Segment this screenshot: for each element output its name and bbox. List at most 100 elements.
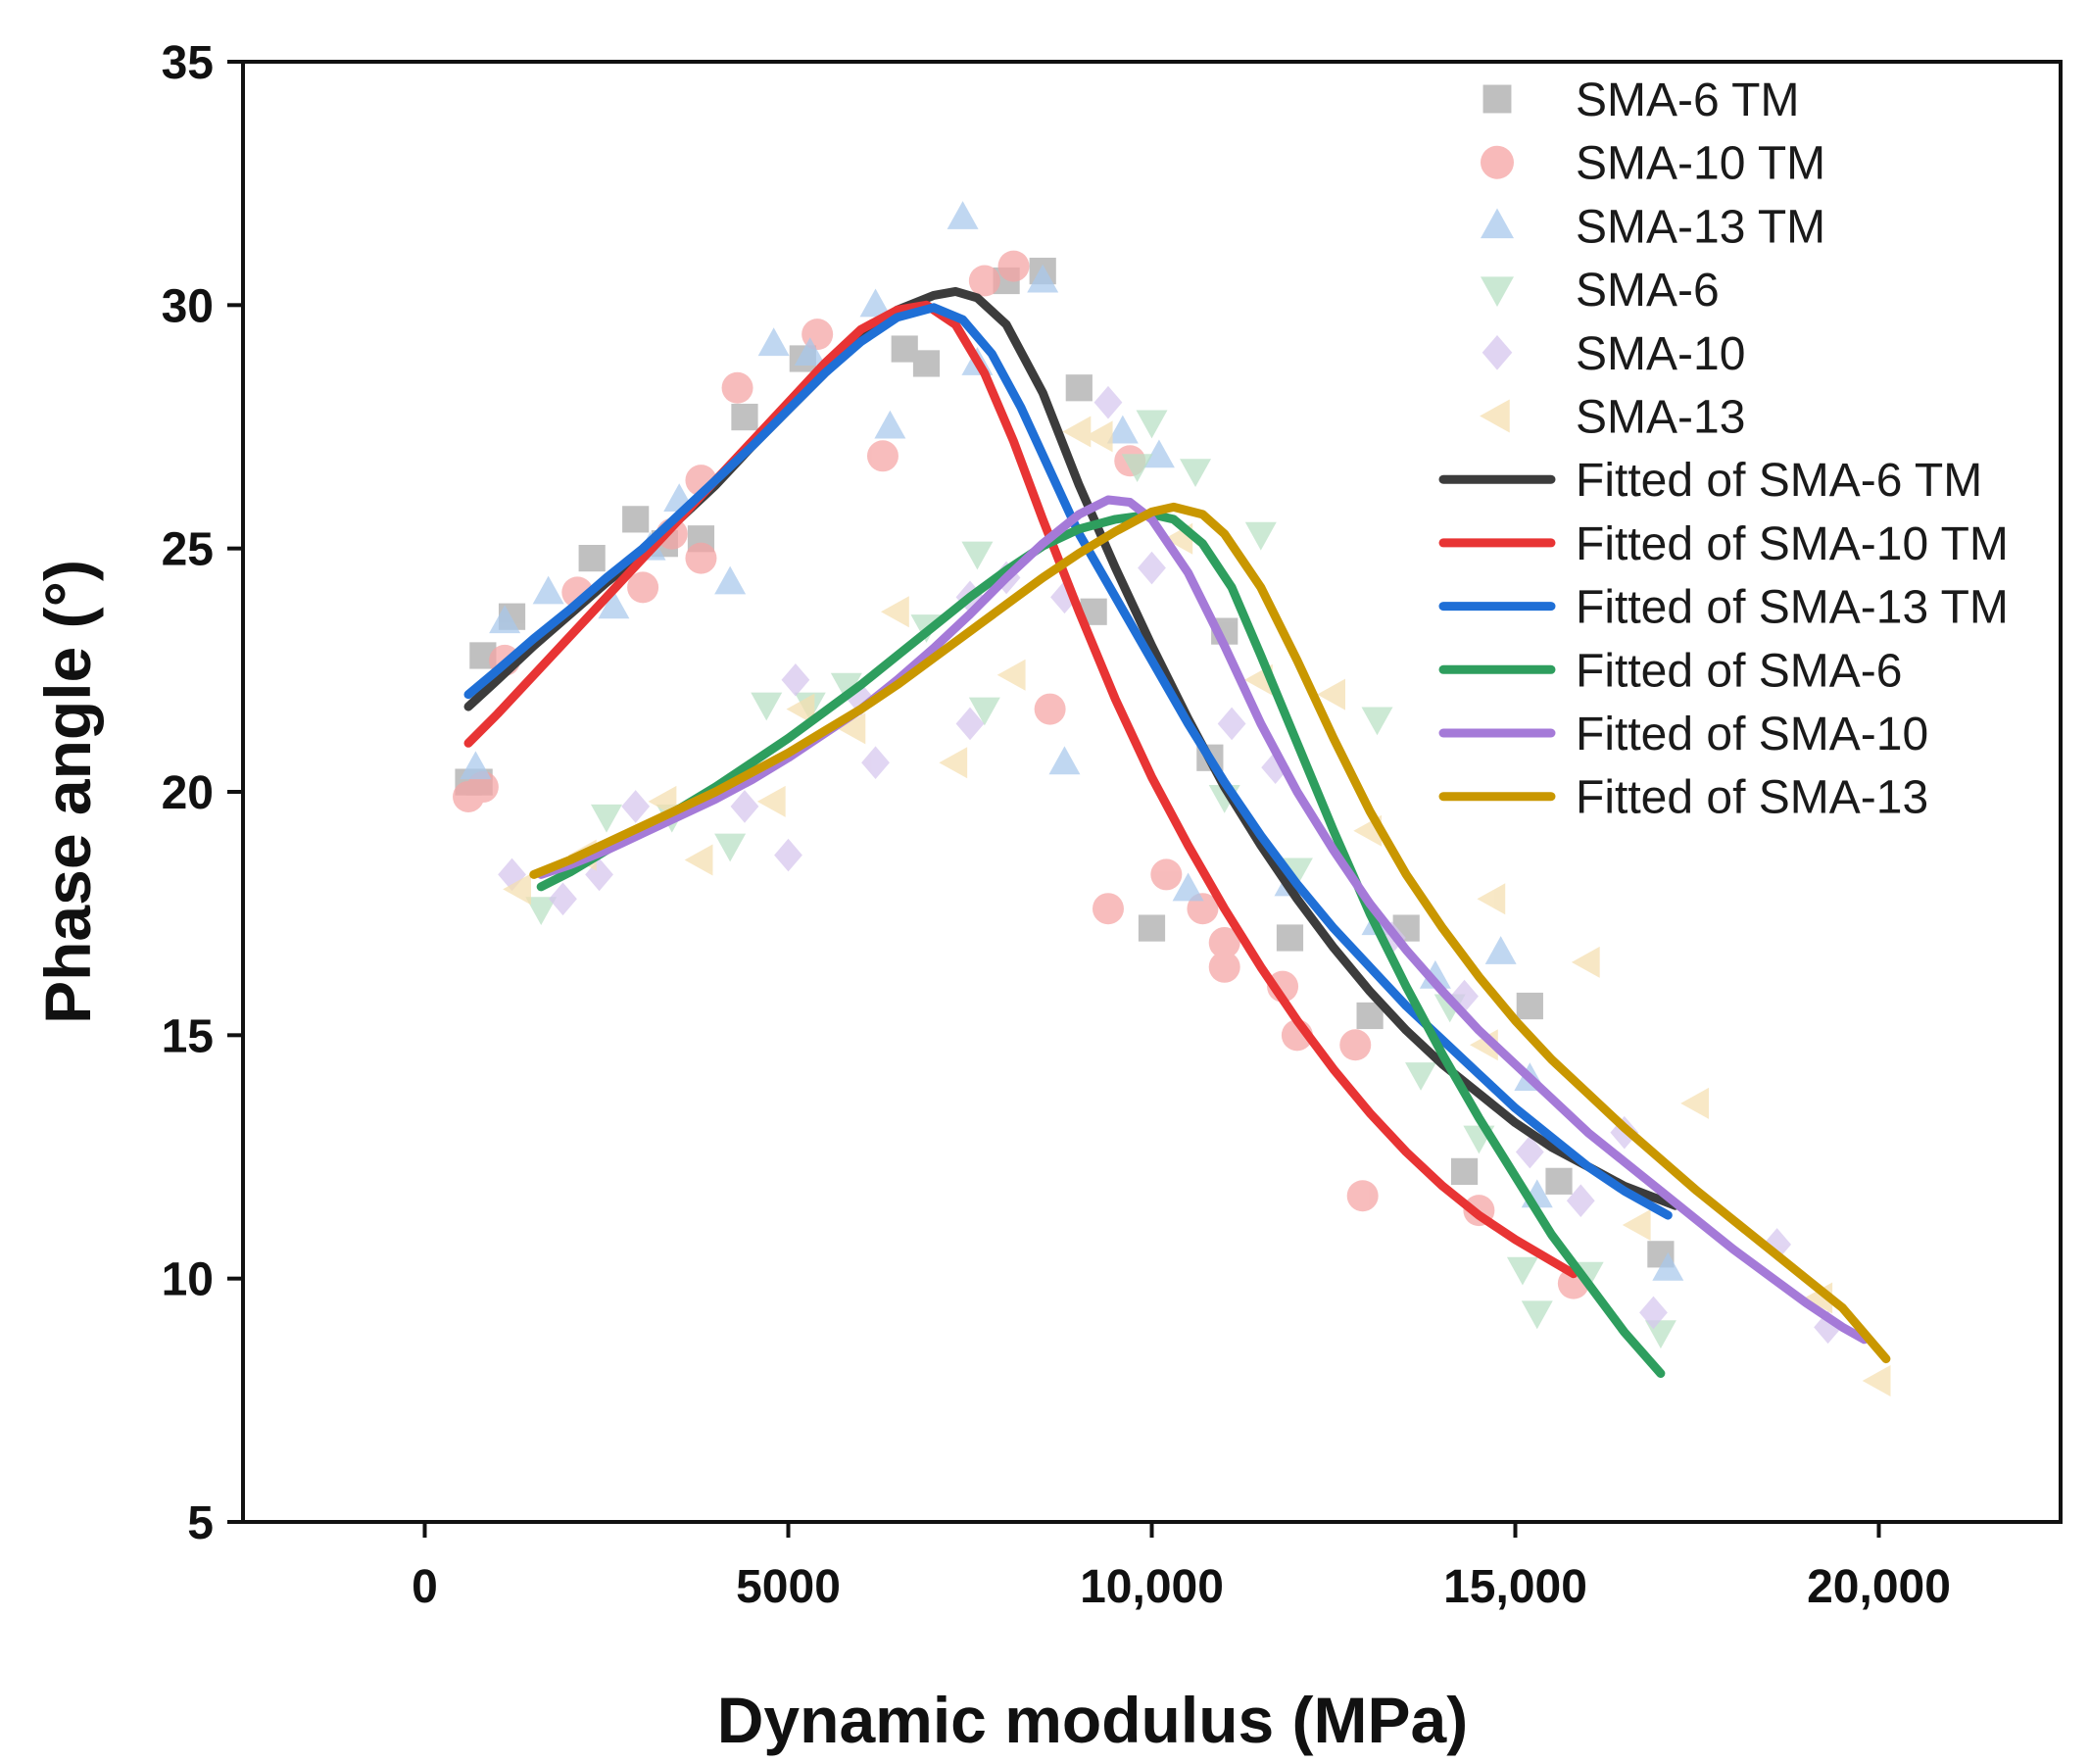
legend-item: SMA-10 TM [1481, 138, 1825, 190]
x-axis-title: Dynamic modulus (MPa) [717, 1684, 1468, 1756]
data-point [1050, 580, 1079, 614]
data-point [1150, 858, 1183, 891]
data-point [947, 201, 979, 229]
y-tick-label: 25 [162, 524, 214, 576]
data-point [714, 565, 747, 595]
data-point [1244, 521, 1277, 551]
data-point [585, 858, 613, 892]
legend-label: SMA-6 TM [1576, 74, 1799, 126]
legend-marker [1481, 208, 1514, 239]
data-point [996, 659, 1026, 691]
data-point [968, 265, 1000, 297]
legend-marker [1481, 145, 1514, 179]
y-tick-label: 5 [187, 1497, 214, 1549]
data-point [503, 873, 531, 906]
y-tick-label: 30 [162, 280, 214, 332]
data-point [549, 882, 577, 916]
y-tick-label: 35 [162, 37, 214, 89]
y-axis-title: Phase angle (°) [31, 560, 104, 1024]
legend-label: Fitted of SMA-6 TM [1576, 455, 1982, 507]
legend: SMA-6 TM SMA-10 TM SMA-13 TM SMA-6 SMA-10 SMA… [1438, 74, 2009, 824]
plot-area [453, 201, 1891, 1396]
legend-item: Fitted of SMA-6 TM [1438, 455, 1982, 507]
data-point [1065, 374, 1093, 402]
data-point [1639, 1296, 1668, 1330]
x-tick-label: 0 [412, 1561, 438, 1613]
data-point [756, 785, 786, 817]
data-point [1121, 454, 1153, 483]
data-point [866, 440, 899, 472]
data-point [684, 844, 713, 876]
legend-item: Fitted of SMA-6 [1438, 645, 1902, 697]
legend-item: SMA-10 [1482, 328, 1745, 380]
fitted-curve-6 [529, 502, 1891, 1364]
data-point [955, 707, 985, 741]
data-point [498, 858, 526, 892]
data-point [685, 542, 717, 574]
data-point [1862, 1364, 1891, 1396]
data-point [1092, 893, 1124, 925]
legend-item: Fitted of SMA-13 [1438, 772, 1928, 824]
legend-item: SMA-13 TM [1481, 201, 1825, 253]
legend-label: SMA-13 TM [1576, 201, 1825, 253]
data-point [730, 790, 759, 823]
data-point [859, 288, 892, 318]
data-point [1084, 420, 1113, 453]
data-point [1763, 1228, 1792, 1261]
data-point [1521, 1300, 1553, 1330]
legend-item: Fitted of SMA-10 [1438, 709, 1928, 760]
data-point [1208, 926, 1240, 958]
data-point [621, 790, 651, 823]
legend-item: SMA-6 [1481, 265, 1720, 317]
data-point [1138, 914, 1166, 942]
data-point [1138, 551, 1166, 585]
data-point [794, 337, 826, 366]
data-point [627, 571, 659, 604]
data-point [961, 541, 994, 570]
legend-item: SMA-6 TM [1482, 74, 1799, 126]
legend-item: Fitted of SMA-13 TM [1438, 582, 2009, 634]
data-point [489, 605, 521, 634]
legend-label: Fitted of SMA-10 [1576, 709, 1928, 760]
legend-label: SMA-10 [1576, 328, 1745, 380]
data-point [532, 575, 564, 605]
data-point [1484, 936, 1517, 964]
x-tick-label: 15,000 [1443, 1561, 1587, 1613]
y-tick-label: 10 [162, 1254, 214, 1306]
legend-marker [1482, 84, 1512, 114]
data-point [881, 596, 909, 628]
y-tick-label: 20 [162, 767, 214, 819]
legend-label: Fitted of SMA-13 [1576, 772, 1928, 824]
data-point [997, 250, 1030, 282]
data-point [1506, 1256, 1538, 1286]
data-point [1515, 1135, 1544, 1169]
data-point [1261, 751, 1290, 784]
legend-label: SMA-6 [1576, 265, 1720, 317]
data-point [1034, 693, 1066, 725]
data-point [1208, 951, 1240, 983]
data-point [1450, 1157, 1479, 1185]
legend-label: SMA-13 [1576, 392, 1745, 444]
data-point [1106, 415, 1139, 444]
data-point [757, 327, 790, 357]
data-point [1405, 1062, 1437, 1091]
legend-marker [1481, 276, 1514, 307]
legend-item: Fitted of SMA-10 TM [1438, 518, 2009, 570]
data-point [874, 410, 906, 439]
data-point [525, 897, 558, 925]
data-point [1027, 264, 1059, 293]
data-point [598, 590, 630, 619]
data-point [1180, 459, 1212, 487]
legend-item: SMA-13 [1480, 392, 1745, 444]
fitted-curve-2 [463, 300, 1579, 1279]
data-point [830, 672, 862, 702]
data-point [1062, 416, 1092, 448]
data-point [1339, 1029, 1372, 1061]
data-point [1361, 707, 1393, 736]
fitted-curve-4 [536, 510, 1666, 1378]
data-point [1571, 946, 1600, 978]
fitted-curve-3 [463, 303, 1673, 1220]
x-tick-label: 5000 [736, 1561, 841, 1613]
data-point [591, 804, 622, 833]
